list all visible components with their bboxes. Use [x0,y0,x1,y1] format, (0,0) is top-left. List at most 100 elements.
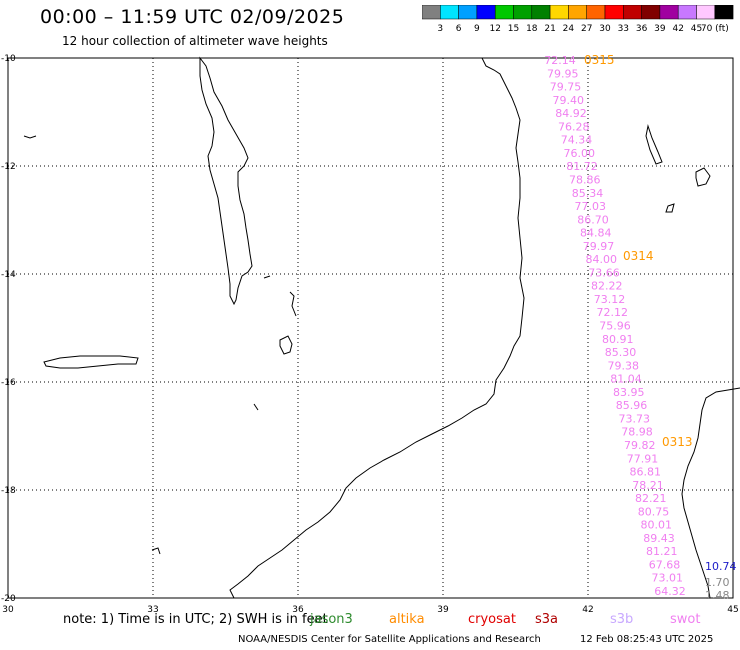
edge-track: 10.74 1.701.48 [705,560,737,602]
lake-small [279,335,293,355]
colorbar-label: 18 [526,24,538,34]
satellite-legend-s3a: s3a [535,612,559,627]
swh-value: 81.21 [646,545,678,558]
colorbar-label: 39 [654,24,666,34]
orbit-labels: 0315 0314 0313 [584,53,693,449]
swh-value: 85.30 [605,346,637,359]
swh-value: 72.12 [597,306,629,319]
island-north [695,167,711,187]
swh-value: 76.28 [558,120,590,133]
orbit-number-label: 0313 [662,435,693,449]
swh-value: 81.04 [610,373,642,386]
lon-tick-label: 39 [437,605,449,615]
colorbar-label: 21 [544,24,555,34]
swh-value: 79.75 [550,81,582,94]
swh-value: 77.91 [627,452,659,465]
lake-west [23,135,37,139]
madagascar-coastline [681,387,740,599]
swh-value-edge: 10.74 [705,560,737,573]
colorbar-label: 15 [508,24,519,34]
colorbar-label: 27 [581,24,592,34]
lat-tick-label: -20 [1,594,16,604]
satellite-legend-swot: swot [670,612,701,627]
swh-value: 76.00 [564,147,596,160]
satellite-legend-altika: altika [389,612,425,627]
lon-tick-label: 42 [582,605,593,615]
swh-value: 80.91 [602,333,634,346]
colorbar-swatch [714,5,734,20]
swh-value: 86.81 [630,466,662,479]
swh-value: 79.40 [553,94,585,107]
lake-bangweulu [43,355,139,369]
swh-value: 77.03 [575,200,607,213]
colorbar-label: 30 [599,24,611,34]
lon-tick-label: 36 [292,605,304,615]
swh-value: 80.75 [638,505,670,518]
satellite-legend-s3b: s3b [610,612,634,627]
swh-value: 73.73 [619,412,651,425]
colorbar-label: 12 [489,24,500,34]
swh-value: 78.21 [632,479,664,492]
lon-tick-label: 33 [147,605,158,615]
lake-malawi-outline [199,56,253,306]
comoros-island [645,124,663,165]
colorbar-label: 36 [636,24,648,34]
lat-tick-label: -14 [1,270,16,280]
swh-value: 72.14 [544,54,576,67]
swh-value-edge: 1.70 [705,576,730,589]
lon-tick-label: 30 [2,605,14,615]
mark-small-2 [263,275,271,279]
swh-value: 83.95 [613,386,645,399]
swh-value: 86.70 [577,213,609,226]
swh-value: 75.96 [599,320,631,333]
colorbar-label: 33 [618,24,629,34]
lat-tick-label: -18 [1,486,16,496]
colorbar-label: 9 [474,24,480,34]
satellite-legend-cryosat: cryosat [468,612,516,627]
river-segment [289,291,297,317]
swh-value: 64.32 [654,585,686,598]
swh-value: 79.82 [624,439,656,452]
swh-value: 74.34 [561,134,593,147]
map-subtitle: 12 hour collection of altimeter wave hei… [62,34,328,48]
colorbar-label: 6 [456,24,462,34]
swh-value: 89.43 [643,532,675,545]
swh-value: 73.01 [652,572,684,585]
swh-value: 78.98 [621,426,653,439]
swh-value: 79.97 [583,240,615,253]
colorbar-label: 42 [672,24,683,34]
swh-value: 84.00 [586,253,618,266]
swh-value: 85.96 [616,399,648,412]
swh-value: 78.86 [569,173,601,186]
generated-timestamp: 12 Feb 08:25:43 UTC 2025 [580,634,714,645]
orbit-number-label: 0315 [584,53,615,67]
colorbar-label: 70 (ft) [701,24,729,34]
orbit-number-label: 0314 [623,249,654,263]
swh-value: 84.84 [580,227,612,240]
river-small [151,547,161,555]
credits: NOAA/NESDIS Center for Satellite Applica… [238,634,541,645]
coastline [23,56,740,599]
plot-frame [7,57,734,599]
island-small [665,203,675,213]
map-title: 00:00 – 11:59 UTC 02/09/2025 [40,6,345,28]
swh-value: 84.92 [555,107,587,120]
lat-tick-label: -16 [1,378,16,388]
swh-value: 82.22 [591,280,623,293]
lon-tick-label: 45 [727,605,738,615]
swh-value: 73.66 [588,266,620,279]
swh-value: 73.12 [594,293,626,306]
swh-value: 80.01 [641,519,673,532]
swh-value: 85.34 [572,187,604,200]
swh-value: 79.38 [608,359,640,372]
swh-value: 82.21 [635,492,667,505]
mark-small [253,403,259,411]
lat-tick-label: -12 [1,162,16,172]
satellite-legend-jason3: jason3 [310,612,353,627]
mozambique-coastline [229,57,525,599]
colorbar-label: 45 [691,24,702,34]
swh-value-edge: 1.48 [705,589,730,602]
swh-value: 67.68 [649,558,681,571]
